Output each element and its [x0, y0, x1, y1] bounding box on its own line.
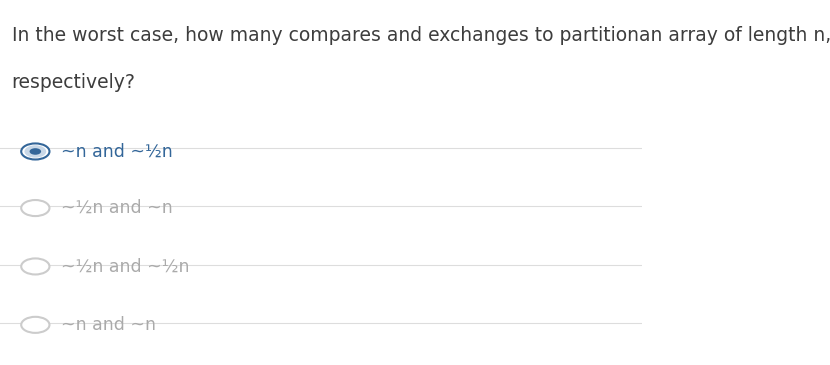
Circle shape	[22, 143, 50, 160]
Circle shape	[24, 145, 46, 158]
Text: ~n and ~½n: ~n and ~½n	[61, 142, 173, 161]
Text: In the worst case, how many compares and exchanges to partitionan array of lengt: In the worst case, how many compares and…	[12, 26, 830, 45]
Circle shape	[22, 258, 50, 274]
Circle shape	[22, 200, 50, 216]
Circle shape	[30, 148, 42, 155]
Text: ~½n and ~n: ~½n and ~n	[61, 199, 173, 217]
Text: ~n and ~n: ~n and ~n	[61, 316, 156, 334]
Text: ~½n and ~½n: ~½n and ~½n	[61, 257, 189, 276]
Circle shape	[22, 317, 50, 333]
Text: respectively?: respectively?	[12, 73, 135, 92]
